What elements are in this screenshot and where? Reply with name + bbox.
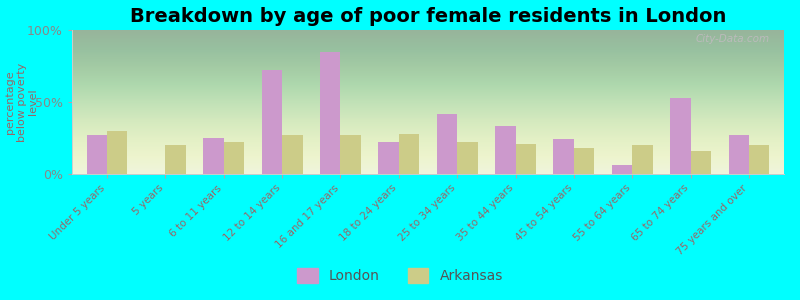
Bar xyxy=(670,98,690,174)
Bar xyxy=(341,135,361,174)
Bar xyxy=(262,70,282,174)
Title: Breakdown by age of poor female residents in London: Breakdown by age of poor female resident… xyxy=(130,7,726,26)
Bar xyxy=(437,113,457,174)
Bar xyxy=(378,142,399,174)
Bar xyxy=(399,134,419,174)
Bar xyxy=(749,145,770,174)
Bar xyxy=(282,135,302,174)
Bar xyxy=(203,138,224,174)
Bar xyxy=(107,131,127,174)
Bar xyxy=(495,127,515,174)
Bar xyxy=(632,145,653,174)
Bar xyxy=(320,52,341,174)
Bar xyxy=(224,142,244,174)
Bar xyxy=(612,165,632,174)
Bar xyxy=(166,145,186,174)
Legend: London, Arkansas: London, Arkansas xyxy=(290,261,510,290)
Y-axis label: percentage
below poverty
level: percentage below poverty level xyxy=(5,62,38,142)
Bar xyxy=(515,144,536,174)
Bar xyxy=(457,142,478,174)
Text: City-Data.com: City-Data.com xyxy=(696,34,770,44)
Bar xyxy=(729,135,749,174)
Bar xyxy=(86,135,107,174)
Bar xyxy=(690,151,711,174)
Bar xyxy=(574,148,594,174)
Bar xyxy=(554,140,574,174)
